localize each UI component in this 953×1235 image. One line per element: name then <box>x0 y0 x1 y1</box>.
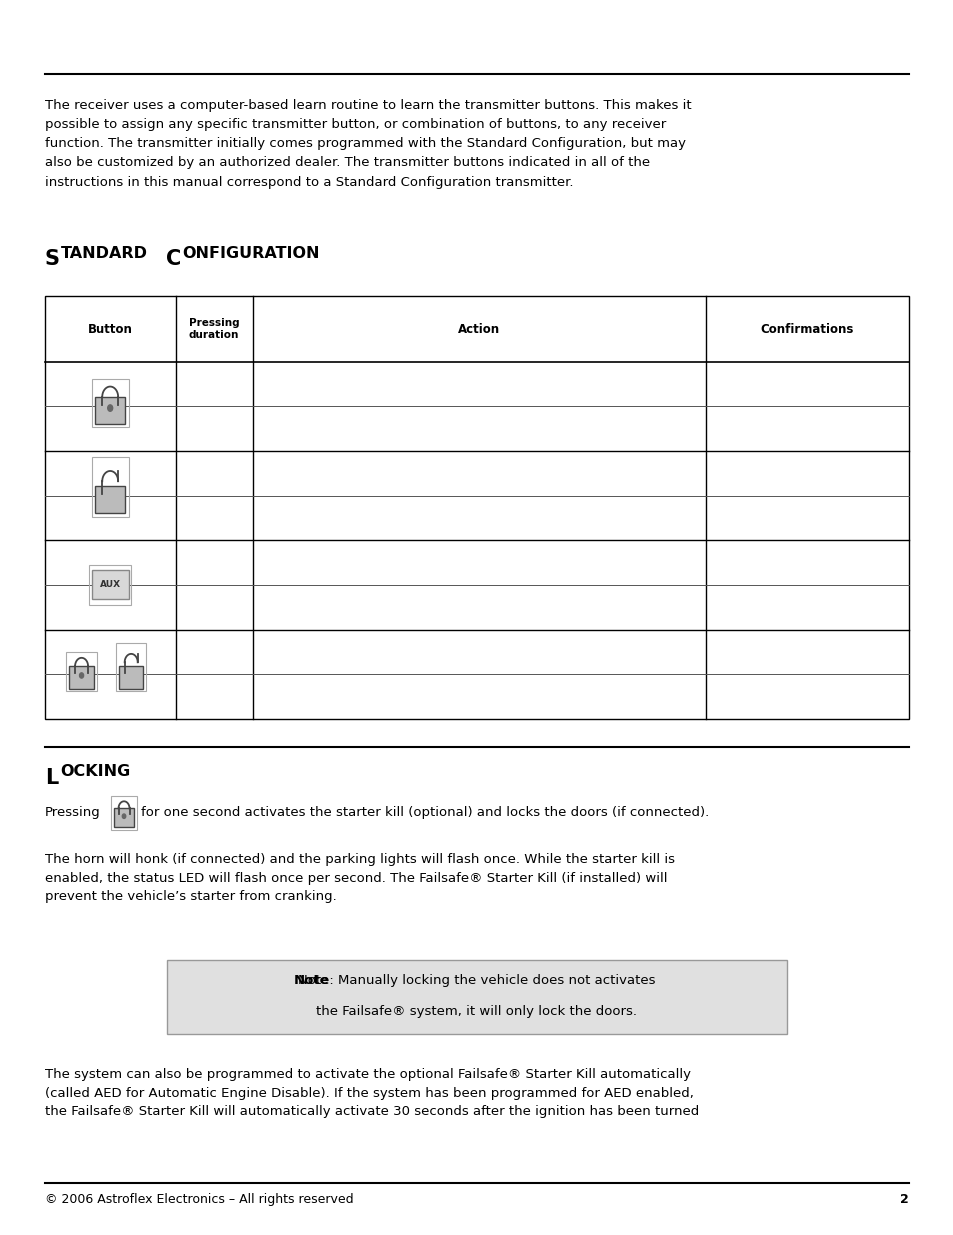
Circle shape <box>108 405 112 411</box>
Text: Button: Button <box>88 322 132 336</box>
Text: The receiver uses a computer-based learn routine to learn the transmitter button: The receiver uses a computer-based learn… <box>45 99 691 189</box>
Text: Note: Note <box>294 974 329 987</box>
Bar <box>45 296 908 719</box>
Bar <box>91 379 129 427</box>
Bar <box>95 487 125 514</box>
Bar <box>111 797 137 830</box>
Bar <box>89 564 132 605</box>
Text: ONFIGURATION: ONFIGURATION <box>182 246 319 261</box>
Text: 2: 2 <box>900 1193 908 1207</box>
Text: TANDARD: TANDARD <box>61 246 148 261</box>
Text: C: C <box>166 249 181 269</box>
Bar <box>167 960 786 1034</box>
Text: Pressing: Pressing <box>45 806 100 820</box>
Text: The system can also be programmed to activate the optional Failsafe® Starter Kil: The system can also be programmed to act… <box>45 1068 699 1118</box>
Bar <box>91 571 129 599</box>
Bar <box>95 396 125 424</box>
Bar <box>67 652 96 692</box>
Text: the Failsafe® system, it will only lock the doors.: the Failsafe® system, it will only lock … <box>316 1005 637 1018</box>
Circle shape <box>122 814 126 819</box>
Text: The horn will honk (if connected) and the parking lights will flash once. While : The horn will honk (if connected) and th… <box>45 853 674 903</box>
Circle shape <box>79 673 84 678</box>
Text: Note: Manually locking the vehicle does not activates: Note: Manually locking the vehicle does … <box>298 974 655 987</box>
Bar <box>70 666 93 689</box>
Bar <box>119 666 143 689</box>
Bar <box>116 642 146 692</box>
Text: L: L <box>45 768 58 788</box>
Text: OCKING: OCKING <box>60 764 131 779</box>
Text: S: S <box>45 249 60 269</box>
Text: for one second activates the starter kill (optional) and locks the doors (if con: for one second activates the starter kil… <box>141 806 709 820</box>
Text: AUX: AUX <box>99 580 121 589</box>
Bar <box>113 809 134 827</box>
Bar <box>91 457 129 516</box>
Text: Action: Action <box>457 322 500 336</box>
Text: Pressing
duration: Pressing duration <box>189 319 239 340</box>
Text: © 2006 Astroflex Electronics – All rights reserved: © 2006 Astroflex Electronics – All right… <box>45 1193 354 1207</box>
Text: Confirmations: Confirmations <box>760 322 853 336</box>
